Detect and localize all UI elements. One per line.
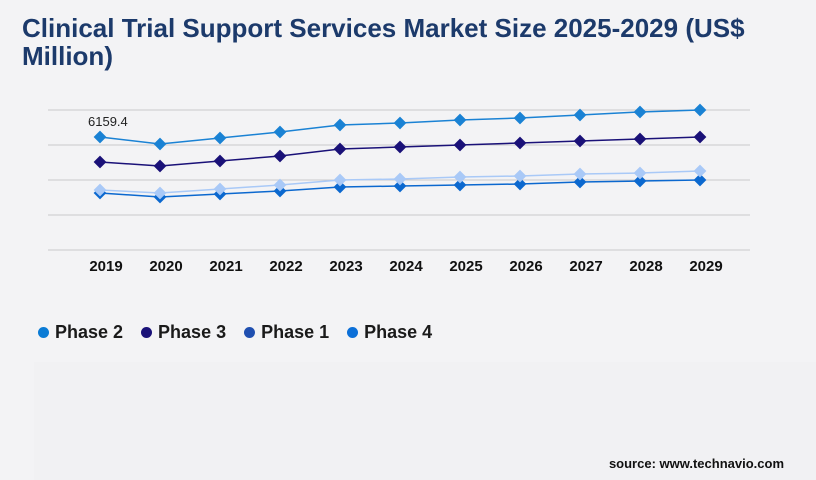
data-point [153, 186, 167, 200]
data-point [453, 178, 467, 192]
legend: Phase 2 Phase 3 Phase 1 Phase 4 [38, 322, 432, 343]
data-point [633, 105, 647, 119]
legend-label: Phase 1 [261, 322, 330, 342]
data-point [393, 116, 407, 130]
legend-item: Phase 4 [347, 322, 432, 343]
data-point [153, 159, 167, 173]
data-point [453, 170, 467, 184]
legend-label: Phase 3 [158, 322, 227, 342]
data-point [393, 179, 407, 193]
source-text: source: www.technavio.com [608, 456, 784, 471]
x-tick-label: 2021 [209, 258, 242, 275]
data-point [213, 182, 227, 196]
data-point [693, 103, 707, 117]
x-tick-label: 2029 [689, 258, 722, 275]
data-point [333, 118, 347, 132]
data-point [453, 113, 467, 127]
data-point [393, 140, 407, 154]
data-point [93, 155, 107, 169]
data-point [693, 130, 707, 144]
data-point [573, 167, 587, 181]
legend-marker-icon [244, 327, 256, 338]
x-tick-label: 2020 [149, 258, 182, 275]
x-tick-label: 2027 [569, 258, 602, 275]
data-point [333, 180, 347, 194]
data-point [333, 173, 347, 187]
x-tick-label: 2028 [629, 258, 662, 275]
data-point [273, 149, 287, 163]
x-tick-label: 2022 [269, 258, 302, 275]
data-point [513, 111, 527, 125]
legend-label: Phase 2 [55, 322, 124, 342]
x-tick-label: 2025 [449, 258, 482, 275]
x-tick-label: 2023 [329, 258, 362, 275]
data-point [633, 166, 647, 180]
data-point [333, 142, 347, 156]
data-point [93, 183, 107, 197]
data-point [693, 164, 707, 178]
data-label: 6159.4 [88, 114, 128, 129]
chart-title: Clinical Trial Support Services Market S… [22, 13, 745, 71]
data-point [213, 154, 227, 168]
data-point [213, 131, 227, 145]
line-chart: 2019 2020 2021 2022 2023 2024 2025 2026 2027 2028… [48, 103, 750, 275]
legend-marker-icon [347, 327, 359, 338]
x-tick-label: 2024 [389, 258, 423, 275]
data-point [93, 130, 107, 144]
legend-label: Phase 4 [364, 322, 433, 342]
lower-panel [34, 362, 816, 480]
data-point [393, 172, 407, 186]
data-point [633, 132, 647, 146]
data-point [153, 137, 167, 151]
data-point [453, 138, 467, 152]
data-point [513, 136, 527, 150]
x-tick-label: 2019 [89, 258, 122, 275]
legend-item: Phase 3 [141, 322, 226, 343]
legend-marker-icon [38, 327, 49, 338]
data-point [273, 125, 287, 139]
data-point [273, 178, 287, 192]
legend-marker-icon [141, 327, 153, 338]
legend-item: Phase 1 [244, 322, 329, 343]
x-tick-label: 2026 [509, 258, 542, 275]
legend-item: Phase 2 [38, 322, 123, 343]
